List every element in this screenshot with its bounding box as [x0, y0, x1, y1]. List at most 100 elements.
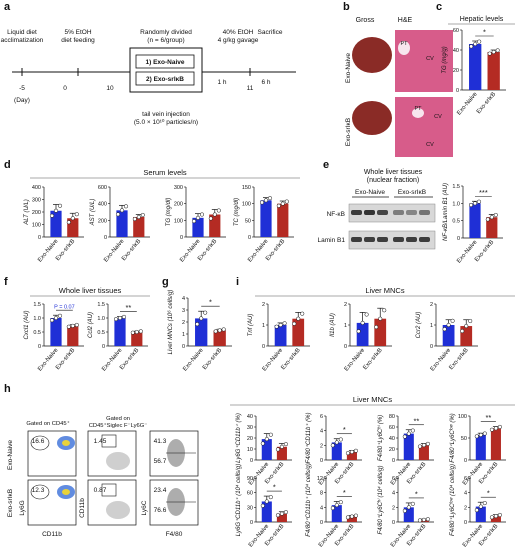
data-point — [425, 517, 430, 522]
data-point — [338, 500, 343, 505]
y-tick-label: 20 — [389, 447, 395, 453]
data-point — [121, 314, 127, 319]
bar-srikb — [292, 318, 305, 346]
timeline-step-label: Sacrifice — [258, 29, 283, 36]
data-point — [497, 512, 502, 518]
y-tick-label: 100 — [174, 218, 183, 224]
bar-naive — [114, 318, 126, 346]
data-point — [464, 324, 469, 329]
y-tick-label: 2 — [392, 505, 395, 511]
panel-letter-i: i — [236, 276, 239, 288]
blot-subtitle: (nuclear fraction) — [367, 177, 420, 184]
data-point — [476, 199, 482, 204]
data-point — [49, 213, 55, 218]
y-axis-label: TG (mg/g) — [442, 46, 448, 73]
bar-naive — [403, 433, 414, 460]
bar-srikb — [486, 217, 498, 238]
bar-srikb — [131, 332, 143, 346]
data-point — [138, 329, 143, 334]
he-label: PT — [414, 106, 422, 112]
data-point — [482, 431, 487, 436]
flow-value: 1.45 — [94, 438, 107, 445]
y-tick-label: 300 — [32, 198, 41, 204]
y-tick-label: 40 — [389, 436, 395, 442]
y-axis-label: AST (U/L) — [90, 199, 96, 227]
timeline-day-unit: (Day) — [14, 97, 30, 104]
bar-naive — [50, 210, 62, 237]
flow-axis-y: Ly6C — [141, 500, 148, 515]
y-tick-label: 0 — [248, 235, 251, 241]
bar-srikb — [213, 330, 226, 346]
data-point — [495, 48, 500, 53]
y-tick-label: 0 — [430, 344, 433, 350]
significance-label: * — [209, 298, 212, 307]
data-point — [217, 328, 222, 333]
y-tick-label: 6 — [392, 476, 395, 482]
bar-naive — [274, 325, 287, 346]
group-item-naive: 1) Exo-Naive — [145, 59, 184, 66]
data-point — [264, 499, 269, 504]
flow-row-label: Exo-Naive — [7, 440, 14, 470]
y-tick-label: 0 — [320, 520, 323, 526]
y-tick-label: 3 — [182, 308, 185, 314]
x-tick-label: Exo-Naive — [182, 347, 205, 373]
data-point — [140, 212, 145, 218]
gate-label: Gated on CD45⁺ — [26, 420, 69, 427]
timeline-day: 0 — [63, 85, 67, 92]
flow-density — [106, 501, 130, 519]
data-point — [410, 501, 415, 506]
y-tick-label: 1 — [262, 323, 265, 329]
data-point — [278, 322, 283, 328]
data-point — [485, 217, 490, 222]
data-point — [402, 508, 407, 513]
bar-srikb — [490, 516, 501, 522]
flow-gate — [30, 484, 50, 500]
data-point — [474, 434, 479, 439]
y-tick-label: 0 — [456, 88, 459, 94]
y-axis-label: F4/80⁺Ly6Cʰⁱ (10⁴ cells/g) — [377, 466, 384, 535]
bar-naive — [192, 217, 204, 237]
bar-naive — [475, 506, 486, 522]
data-point — [199, 316, 204, 321]
data-point — [280, 201, 285, 206]
data-point — [267, 196, 273, 201]
data-point — [74, 212, 79, 217]
bar-srikb — [418, 445, 429, 460]
panel-letter-d: d — [4, 159, 11, 171]
data-point — [70, 216, 75, 221]
data-point — [493, 212, 498, 218]
flow-density-core — [62, 489, 70, 495]
blot-band — [406, 210, 417, 215]
row-label-srikb: Exo-srIκB — [345, 118, 352, 146]
y-tick-label: 2 — [262, 302, 265, 308]
data-point — [49, 318, 55, 323]
panel-letter-c: c — [436, 1, 442, 13]
data-point — [296, 316, 301, 321]
data-point — [349, 449, 354, 454]
y-tick-label: 6 — [320, 414, 323, 420]
bar-srikb — [346, 451, 357, 460]
data-point — [493, 426, 498, 431]
y-tick-label: 100 — [458, 414, 467, 420]
group-item-srikb: 2) Exo-srIκB — [146, 76, 184, 83]
data-point — [268, 495, 273, 500]
data-point — [279, 511, 284, 516]
data-point — [442, 327, 447, 332]
data-point — [410, 428, 415, 433]
data-point — [113, 317, 119, 322]
section-header: Serum levels — [143, 168, 187, 177]
row-label-naive: Exo-Naive — [345, 53, 352, 83]
bar-naive — [50, 318, 62, 346]
data-point — [478, 432, 483, 437]
timeline-day: -5 — [19, 85, 25, 92]
y-tick-label: 90 — [247, 476, 253, 482]
blot-band-label: NF-κB — [327, 211, 345, 218]
data-point — [353, 448, 358, 453]
data-point — [330, 443, 335, 448]
data-point — [472, 201, 478, 206]
bar-srikb — [490, 428, 501, 460]
y-tick-label: 1.5 — [452, 184, 460, 190]
data-point — [134, 329, 139, 335]
timeline-step-sublabel: 4 g/kg gavage — [218, 37, 259, 44]
